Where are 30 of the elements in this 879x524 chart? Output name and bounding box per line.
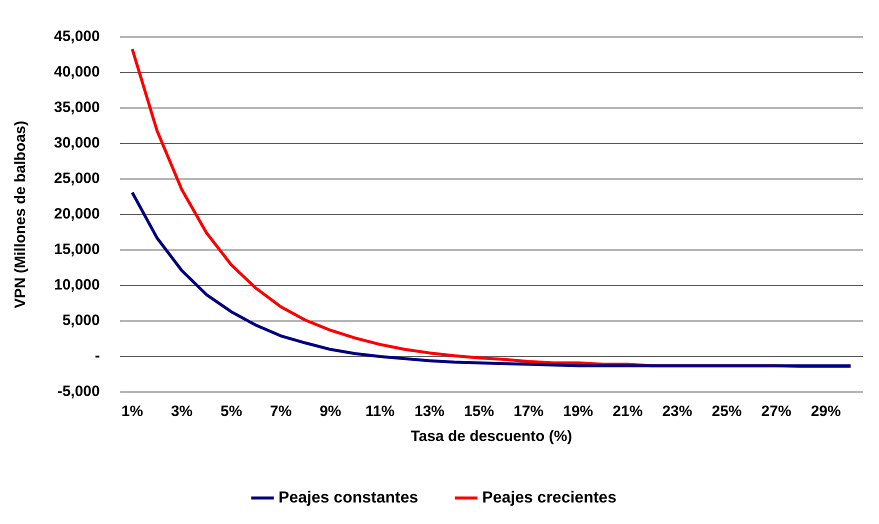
x-tick-label: 7% (270, 403, 292, 420)
y-tick-label: 20,000 (54, 206, 100, 223)
legend-label: Peajes constantes (278, 489, 418, 506)
y-tick-label: 25,000 (54, 170, 100, 188)
x-tick-label: 19% (563, 403, 594, 420)
y-tick-label: 45,000 (54, 28, 100, 46)
legend-label: Peajes crecientes (482, 489, 617, 506)
x-tick-label: 21% (612, 403, 643, 420)
x-tick-label: 17% (514, 403, 544, 420)
y-tick-label: 10,000 (54, 276, 100, 294)
y-tick-label: 40,000 (54, 64, 100, 81)
x-tick-label: 29% (810, 403, 841, 420)
x-tick-label: 15% (464, 403, 494, 420)
x-tick-label: 3% (170, 403, 193, 420)
x-tick-label: 13% (414, 403, 445, 420)
y-tick-label: -5,000 (57, 383, 100, 400)
x-tick-label: 23% (662, 403, 692, 420)
y-tick-label: 30,000 (54, 134, 100, 152)
y-tick-label: 35,000 (54, 99, 100, 116)
y-tick-label: 5,000 (62, 312, 100, 330)
x-tick-label: 11% (365, 403, 395, 420)
x-tick-label: 5% (220, 403, 242, 420)
y-axis-title: VPN (Millones de balboas) (12, 120, 30, 308)
x-tick-label: 1% (121, 403, 144, 420)
y-tick-label: - (94, 348, 100, 365)
y-tick-label: 15,000 (54, 241, 100, 258)
x-axis-title: Tasa de descuento (%) (410, 428, 572, 446)
x-tick-label: 9% (320, 403, 342, 420)
x-tick-label: 27% (761, 403, 792, 420)
x-tick-label: 25% (712, 403, 742, 420)
